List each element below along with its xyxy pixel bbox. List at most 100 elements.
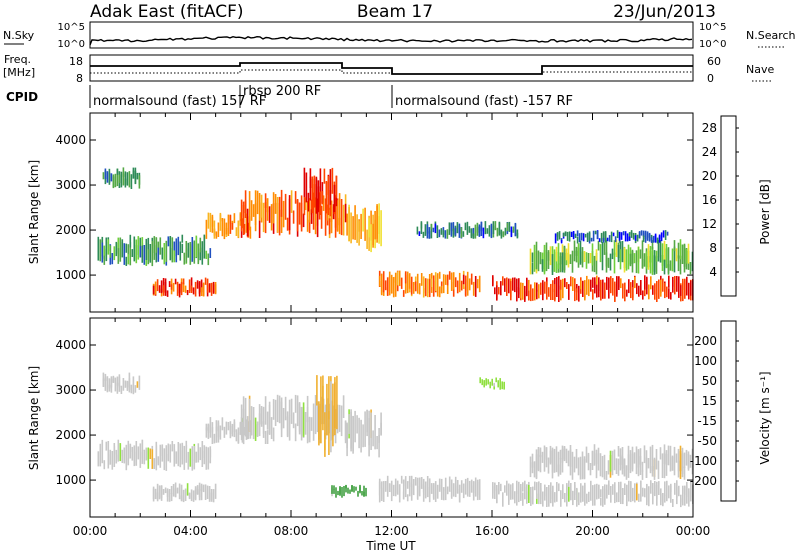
echo-strip [270,417,273,439]
echo-strip [303,197,306,216]
echo-strip [342,395,345,418]
echo-strip [576,288,578,301]
echo-strip [687,451,690,471]
echo-strip [408,273,411,289]
echo-strip [254,417,257,441]
echo-strip [214,483,217,499]
echo-strip [576,230,579,237]
echo-strip [361,491,363,496]
echo-strip [420,477,423,489]
echo-strip [491,378,493,386]
echo-strip [480,222,483,236]
echo-strip [132,376,135,395]
echo-strip [589,463,592,476]
echo-strip [374,211,376,240]
echo-strip [307,192,310,212]
echo-strip [516,480,518,494]
time-axis: 00:00 04:00 08:00 12:00 16:00 20:00 00:00 [73,524,711,538]
echo-strip [344,420,347,441]
echo-strip [422,276,425,298]
echo-strip [278,395,281,424]
echo-strip [630,282,632,299]
echo-strip [553,448,556,473]
echo-strip [264,396,267,425]
echo-strip [639,456,642,475]
echo-strip [314,197,317,235]
echo-strip [492,275,494,287]
echo-strip [320,205,323,229]
echo-strip [468,480,471,497]
echo-strip [659,240,662,263]
echo-strip [179,241,182,261]
echo-region [346,203,382,253]
echo-strip [430,483,433,494]
echo-strip [114,377,117,392]
echo-strip [179,450,182,460]
echo-strip [587,253,590,264]
echo-strip [552,280,554,292]
echo-strip [641,470,644,480]
echo-strip [131,249,134,257]
nsearch-tick-top: 10^5 [699,22,726,33]
colorbar-tick-label: 50 [702,374,717,388]
echo-strip [588,231,591,241]
echo-strip [595,453,598,465]
echo-strip [642,487,644,497]
echo-strip [514,491,516,504]
echo-strip [366,409,368,437]
echo-strip [665,450,668,465]
echo-strip [432,483,435,498]
echo-strip [212,281,215,294]
echo-strip [655,250,658,262]
echo-strip [161,444,164,462]
echo-strip [663,452,666,479]
echo-strip [406,275,409,291]
echo-strip [208,486,211,502]
echo-strip [634,235,637,241]
echo-strip [642,230,645,237]
echo-strip [565,448,568,464]
echo-strip [284,396,287,421]
echo-strip [670,485,672,503]
echo-strip [656,481,658,500]
echo-strip [642,290,644,300]
y-tick-label: 1000 [55,268,86,282]
echo-strip [458,223,461,234]
echo-strip [502,276,504,286]
echo-strip [612,484,614,495]
echo-strip [661,453,664,478]
echo-strip [442,274,445,294]
echo-region [416,221,519,239]
echo-strip [678,485,680,497]
echo-strip [516,229,519,238]
echo-strip [219,425,222,440]
echo-strip [464,478,467,495]
echo-strip [242,396,245,431]
echo-strip [205,446,208,470]
echo-strip [294,394,297,413]
echo-strip [560,279,562,290]
echo-strip [506,277,508,296]
echo-strip [663,240,666,262]
echo-strip [420,222,423,234]
echo-strip [543,445,546,472]
echo-strip [173,250,176,263]
echo-strip [365,487,367,497]
echo-strip [626,289,628,297]
echo-strip [660,494,662,502]
echo-strip [684,486,686,496]
velocity-axes: 1000 2000 3000 4000 [55,318,694,517]
echo-strip [131,446,134,461]
echo-strip [518,287,520,295]
echo-strip [418,283,421,295]
echo-strip [215,426,218,443]
echo-strip [165,445,168,460]
echo-strip [202,282,205,297]
echo-strip [531,252,534,263]
echo-strip [309,176,312,201]
echo-strip [209,248,212,258]
echo-strip [318,192,321,220]
echo-strip [497,380,499,388]
echo-strip [579,456,582,480]
echo-strip [213,433,216,444]
